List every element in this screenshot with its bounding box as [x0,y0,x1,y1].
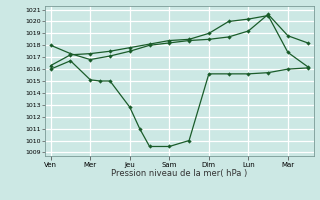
X-axis label: Pression niveau de la mer( hPa ): Pression niveau de la mer( hPa ) [111,169,247,178]
